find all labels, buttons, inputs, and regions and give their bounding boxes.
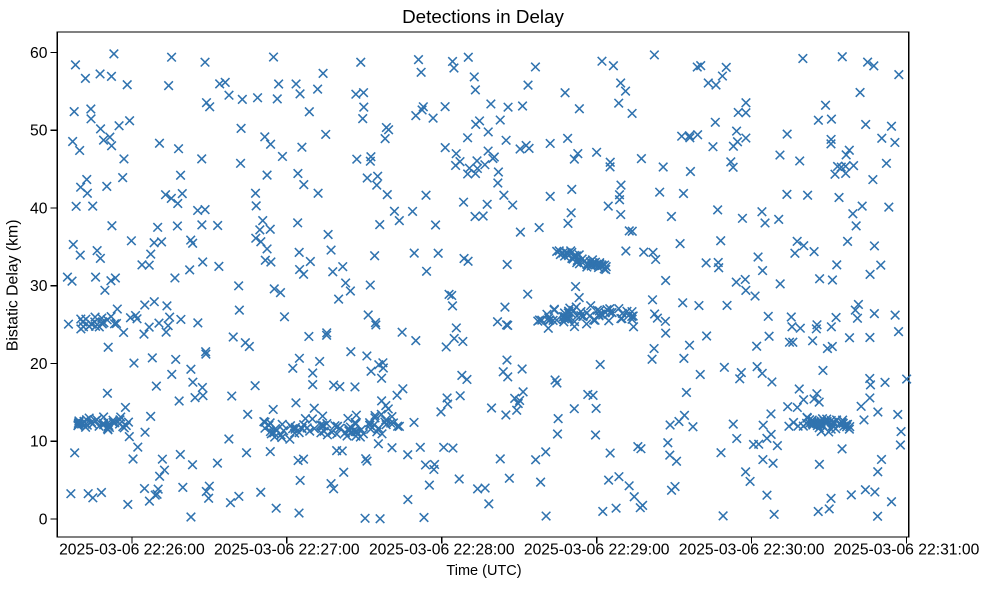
svg-text:2025-03-06 22:28:00: 2025-03-06 22:28:00	[369, 542, 515, 559]
svg-text:2025-03-06 22:31:00: 2025-03-06 22:31:00	[834, 542, 980, 559]
svg-text:60: 60	[30, 45, 48, 62]
svg-text:2025-03-06 22:26:00: 2025-03-06 22:26:00	[59, 542, 205, 559]
svg-text:0: 0	[39, 512, 48, 529]
svg-text:Bistatic Delay (km): Bistatic Delay (km)	[5, 220, 22, 352]
svg-text:20: 20	[30, 356, 48, 373]
svg-text:2025-03-06 22:29:00: 2025-03-06 22:29:00	[524, 542, 670, 559]
svg-text:30: 30	[30, 278, 48, 295]
svg-text:50: 50	[30, 123, 48, 140]
svg-text:2025-03-06 22:30:00: 2025-03-06 22:30:00	[679, 542, 825, 559]
svg-text:2025-03-06 22:27:00: 2025-03-06 22:27:00	[214, 542, 360, 559]
svg-text:10: 10	[30, 434, 48, 451]
svg-text:40: 40	[30, 201, 48, 218]
